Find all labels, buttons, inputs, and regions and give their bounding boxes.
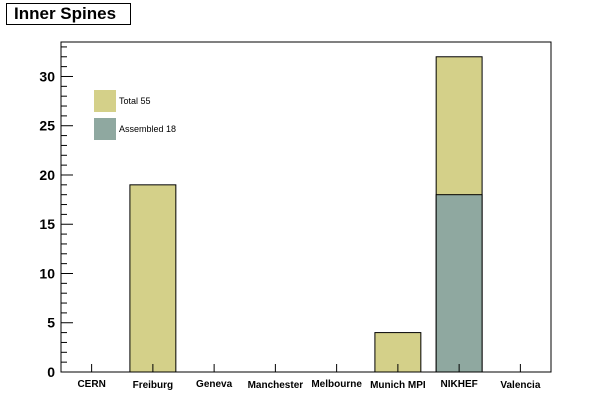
y-tick-label: 5	[47, 315, 55, 331]
x-tick-label: NIKHEF	[441, 379, 478, 390]
y-tick-label: 20	[39, 167, 55, 183]
bar-assembled-18-nikhef	[435, 194, 483, 373]
x-tick-label: Melbourne	[311, 379, 362, 390]
bars-group	[129, 56, 483, 373]
y-tick-label: 30	[39, 68, 55, 84]
plot-frame	[60, 41, 552, 373]
x-tick-label: Geneva	[196, 379, 233, 390]
y-axis: 0 5 10 15 20 25 30	[39, 46, 73, 380]
x-tick-label: Freiburg	[133, 380, 174, 391]
y-tick-label: 25	[39, 118, 55, 134]
y-tick-label: 10	[39, 265, 55, 281]
x-tick-label: Manchester	[248, 380, 304, 391]
y-tick-label: 0	[47, 364, 55, 380]
legend-label: Total 55	[119, 96, 151, 106]
y-tick-label: 15	[39, 216, 55, 232]
legend-label: Assembled 18	[119, 124, 176, 134]
x-tick-label: Valencia	[500, 380, 540, 391]
x-tick-label: CERN	[77, 379, 105, 390]
x-axis: CERN Freiburg Geneva Manchester Melbourne Mun…	[77, 364, 541, 391]
x-tick-label: Munich MPI	[370, 380, 426, 391]
legend-swatch	[94, 118, 116, 140]
bar-total-55-freiburg	[129, 184, 177, 373]
legend-swatch	[94, 90, 116, 112]
chart-title: Inner Spines	[6, 3, 131, 25]
legend: Total 55 Assembled 18	[94, 90, 176, 140]
